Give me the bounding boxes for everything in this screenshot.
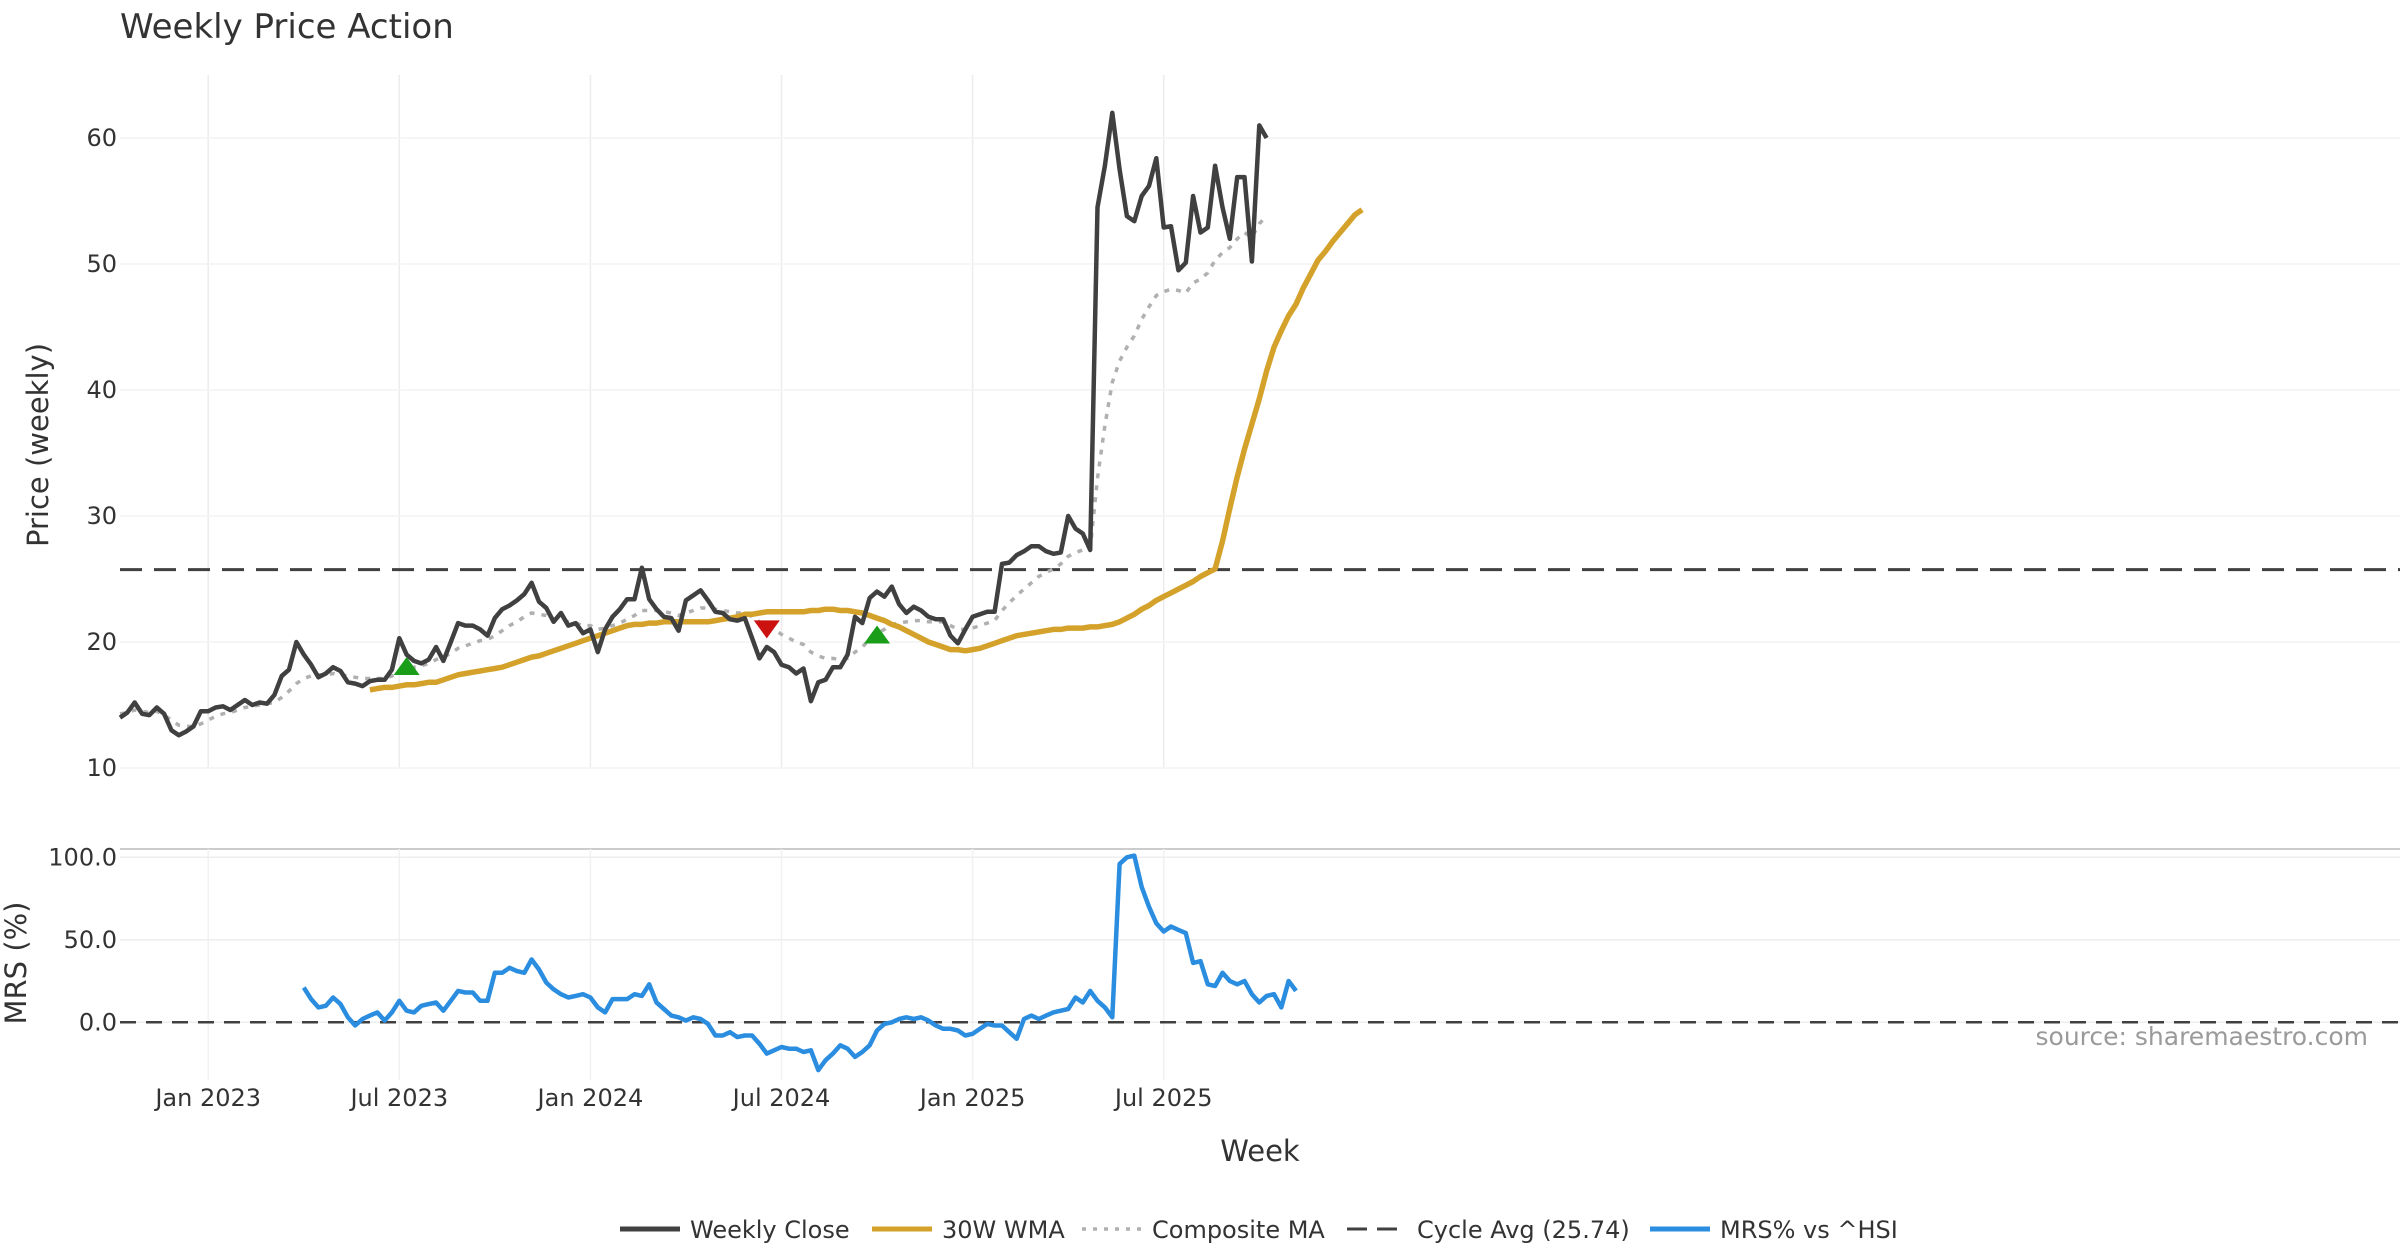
mrs-line <box>301 853 1298 1073</box>
mrs-y-tick-label: 100.0 <box>48 843 117 871</box>
source-credit: source: sharemaestro.com <box>2036 1022 2369 1051</box>
x-tick-label: Jan 2024 <box>536 1084 644 1112</box>
price-y-tick-label: 40 <box>86 376 117 404</box>
price-y-axis-label: Price (weekly) <box>21 343 55 547</box>
legend-item-mrs: MRS% vs ^HSI <box>1650 1216 1898 1244</box>
legend-item-wma-30: 30W WMA <box>872 1216 1065 1244</box>
legend-label: MRS% vs ^HSI <box>1720 1216 1898 1244</box>
x-tick-label: Jan 2023 <box>153 1084 261 1112</box>
weekly-close-line <box>118 110 1269 738</box>
mrs-y-axis: 100.0 50.0 0.0 <box>48 843 117 1036</box>
x-axis-label: Week <box>1220 1134 1300 1168</box>
x-tick-label: Jul 2023 <box>348 1084 448 1112</box>
legend: Weekly Close 30W WMA Composite MA Cycle Avg… <box>620 1216 1898 1244</box>
mrs-y-axis-label: MRS (%) <box>0 902 33 1025</box>
legend-label: Weekly Close <box>690 1216 850 1244</box>
mrs-y-tick-label: 0.0 <box>79 1008 117 1036</box>
price-gridlines <box>120 75 2400 769</box>
price-y-tick-label: 60 <box>86 124 117 152</box>
price-y-tick-label: 30 <box>86 502 117 530</box>
x-tick-label: Jul 2024 <box>731 1084 831 1112</box>
x-tick-label: Jul 2025 <box>1113 1084 1213 1112</box>
buy-signal-marker <box>393 656 420 675</box>
x-axis: Jan 2023 Jul 2023 Jan 2024 Jul 2024 Jan 2025… <box>153 1084 1212 1112</box>
legend-item-composite-ma: Composite MA <box>1082 1216 1325 1244</box>
legend-label: 30W WMA <box>942 1216 1065 1244</box>
price-y-tick-label: 10 <box>86 754 117 782</box>
legend-item-cycle-avg: Cycle Avg (25.74) <box>1347 1216 1630 1244</box>
sell-signal-marker <box>753 620 780 639</box>
price-y-axis: 10 20 30 40 50 60 <box>86 124 117 782</box>
chart-title: Weekly Price Action <box>120 7 454 47</box>
price-y-tick-label: 20 <box>86 628 117 656</box>
x-tick-label: Jan 2025 <box>918 1084 1026 1112</box>
legend-label: Composite MA <box>1152 1216 1325 1244</box>
legend-label: Cycle Avg (25.74) <box>1417 1216 1630 1244</box>
buy-signal-marker <box>864 625 891 644</box>
signal-markers <box>393 620 891 675</box>
composite-ma-line <box>119 214 1268 729</box>
price-y-tick-label: 50 <box>86 250 117 278</box>
mrs-y-tick-label: 50.0 <box>64 926 117 954</box>
legend-item-weekly-close: Weekly Close <box>620 1216 850 1244</box>
